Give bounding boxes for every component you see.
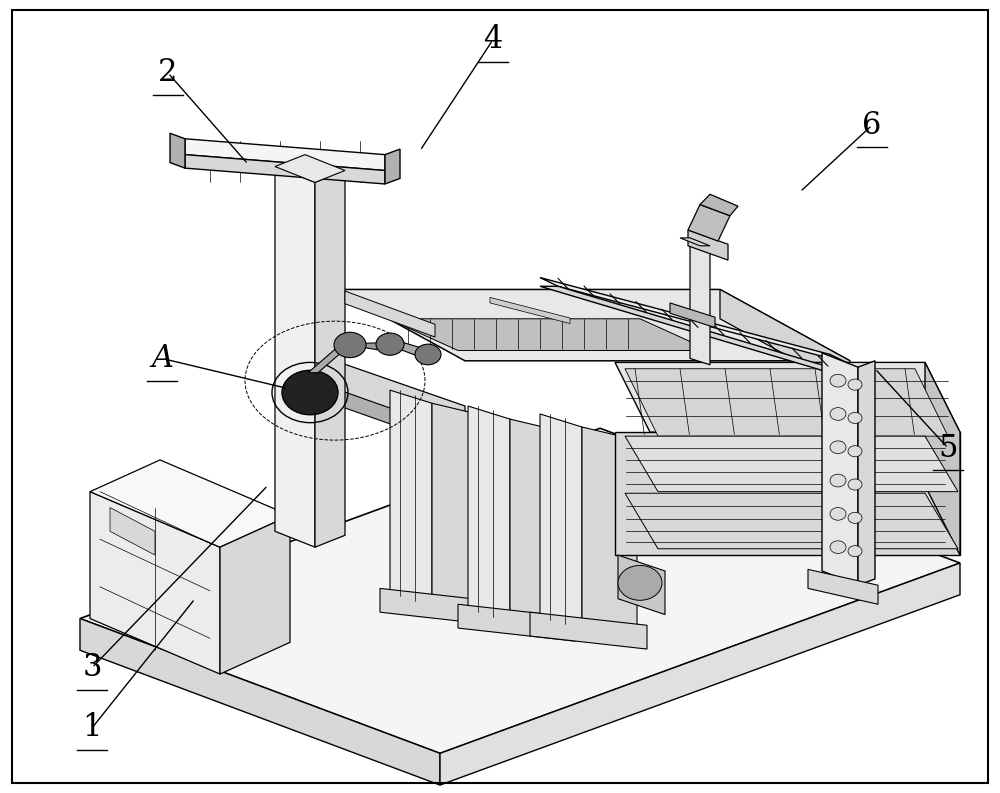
Circle shape	[830, 508, 846, 520]
Polygon shape	[540, 414, 582, 633]
Text: A: A	[151, 343, 173, 374]
Polygon shape	[688, 230, 728, 260]
Circle shape	[848, 446, 862, 457]
Polygon shape	[335, 289, 850, 361]
Polygon shape	[185, 155, 385, 184]
Polygon shape	[335, 361, 465, 436]
Circle shape	[830, 541, 846, 554]
Circle shape	[848, 512, 862, 523]
Polygon shape	[625, 493, 958, 549]
Polygon shape	[615, 362, 960, 432]
Circle shape	[830, 474, 846, 487]
Polygon shape	[822, 353, 858, 585]
Polygon shape	[688, 205, 730, 241]
Text: 1: 1	[82, 712, 102, 744]
Polygon shape	[700, 194, 738, 216]
Polygon shape	[720, 289, 850, 390]
Polygon shape	[540, 286, 848, 373]
Circle shape	[415, 344, 441, 365]
Circle shape	[848, 412, 862, 423]
Polygon shape	[690, 239, 710, 365]
Polygon shape	[385, 149, 400, 184]
Circle shape	[618, 565, 662, 600]
Circle shape	[848, 546, 862, 557]
Text: 5: 5	[938, 432, 958, 464]
Circle shape	[848, 479, 862, 490]
Polygon shape	[458, 604, 575, 641]
Polygon shape	[390, 390, 432, 609]
Circle shape	[830, 441, 846, 454]
Polygon shape	[618, 555, 665, 615]
Polygon shape	[490, 297, 570, 324]
Polygon shape	[510, 419, 565, 638]
Circle shape	[830, 408, 846, 420]
Polygon shape	[388, 341, 430, 357]
Text: 4: 4	[483, 24, 503, 56]
Circle shape	[376, 333, 404, 355]
Polygon shape	[80, 619, 440, 785]
Polygon shape	[680, 238, 710, 246]
Circle shape	[282, 370, 338, 415]
Text: 2: 2	[158, 57, 178, 89]
Polygon shape	[432, 403, 487, 623]
Polygon shape	[275, 167, 315, 547]
Circle shape	[848, 379, 862, 390]
Polygon shape	[582, 427, 637, 646]
Polygon shape	[858, 361, 875, 585]
Polygon shape	[348, 343, 390, 351]
Polygon shape	[808, 569, 878, 604]
Polygon shape	[345, 291, 435, 337]
Polygon shape	[170, 133, 185, 168]
Polygon shape	[615, 432, 960, 555]
Polygon shape	[625, 369, 948, 436]
Text: 6: 6	[862, 109, 882, 141]
Circle shape	[830, 374, 846, 387]
Polygon shape	[110, 508, 155, 555]
Polygon shape	[540, 278, 848, 363]
Text: 3: 3	[82, 652, 102, 684]
Polygon shape	[625, 436, 958, 492]
Polygon shape	[308, 345, 350, 373]
Polygon shape	[468, 406, 510, 625]
Polygon shape	[335, 389, 465, 450]
Polygon shape	[380, 588, 497, 625]
Polygon shape	[185, 139, 385, 170]
Polygon shape	[925, 362, 960, 555]
Circle shape	[334, 332, 366, 358]
Polygon shape	[90, 460, 290, 547]
Polygon shape	[90, 492, 220, 674]
Polygon shape	[315, 170, 345, 547]
Polygon shape	[80, 428, 960, 753]
Polygon shape	[440, 563, 960, 785]
Polygon shape	[670, 303, 715, 328]
Polygon shape	[530, 612, 647, 649]
Polygon shape	[220, 515, 290, 674]
Polygon shape	[388, 319, 710, 351]
Polygon shape	[275, 155, 345, 182]
